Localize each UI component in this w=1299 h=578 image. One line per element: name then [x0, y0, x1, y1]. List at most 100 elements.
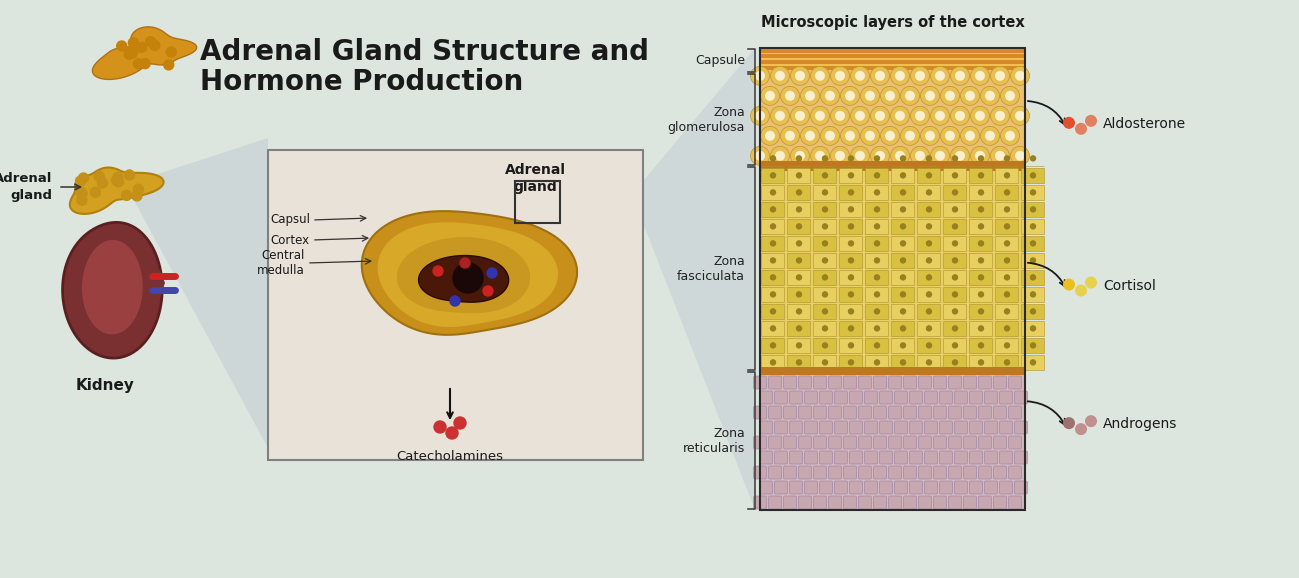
- Circle shape: [926, 190, 931, 195]
- Circle shape: [874, 292, 879, 297]
- FancyBboxPatch shape: [850, 421, 863, 434]
- Circle shape: [900, 207, 905, 212]
- Circle shape: [978, 275, 983, 280]
- Circle shape: [770, 275, 776, 280]
- Bar: [865, 220, 889, 235]
- Circle shape: [874, 224, 879, 229]
- FancyBboxPatch shape: [925, 481, 938, 494]
- Circle shape: [978, 190, 983, 195]
- FancyBboxPatch shape: [804, 391, 817, 404]
- Polygon shape: [70, 168, 164, 214]
- Polygon shape: [130, 138, 268, 448]
- Bar: [839, 202, 863, 217]
- Circle shape: [926, 207, 931, 212]
- Circle shape: [91, 187, 100, 197]
- Circle shape: [855, 111, 865, 121]
- Circle shape: [900, 241, 905, 246]
- Circle shape: [770, 343, 776, 348]
- Circle shape: [78, 173, 88, 183]
- FancyBboxPatch shape: [969, 421, 982, 434]
- Circle shape: [1011, 146, 1030, 165]
- Circle shape: [952, 309, 957, 314]
- FancyBboxPatch shape: [978, 376, 991, 389]
- FancyBboxPatch shape: [934, 436, 947, 449]
- Bar: [865, 305, 889, 320]
- FancyBboxPatch shape: [834, 451, 847, 464]
- FancyBboxPatch shape: [829, 376, 842, 389]
- FancyBboxPatch shape: [978, 466, 991, 479]
- Bar: [813, 287, 837, 302]
- Circle shape: [970, 66, 990, 86]
- Circle shape: [874, 258, 879, 263]
- Circle shape: [822, 343, 827, 348]
- Bar: [839, 355, 863, 370]
- Circle shape: [97, 178, 108, 188]
- Circle shape: [1085, 415, 1096, 427]
- Text: Zona
reticularis: Zona reticularis: [683, 427, 746, 455]
- Circle shape: [952, 292, 957, 297]
- Circle shape: [821, 86, 839, 105]
- Bar: [943, 168, 966, 183]
- FancyBboxPatch shape: [1015, 481, 1028, 494]
- Circle shape: [1005, 131, 1015, 141]
- FancyBboxPatch shape: [948, 496, 961, 509]
- Circle shape: [951, 146, 969, 165]
- Circle shape: [796, 190, 801, 195]
- FancyBboxPatch shape: [999, 451, 1012, 464]
- Circle shape: [935, 111, 944, 121]
- Circle shape: [905, 131, 914, 141]
- Polygon shape: [396, 237, 530, 313]
- Circle shape: [1000, 127, 1020, 145]
- FancyBboxPatch shape: [873, 466, 886, 479]
- FancyBboxPatch shape: [994, 376, 1007, 389]
- Circle shape: [848, 190, 853, 195]
- Circle shape: [848, 156, 853, 161]
- Bar: [787, 236, 811, 251]
- Circle shape: [1004, 190, 1009, 195]
- Circle shape: [776, 151, 785, 161]
- Bar: [943, 186, 966, 201]
- Circle shape: [822, 156, 827, 161]
- Bar: [995, 220, 1018, 235]
- Circle shape: [860, 86, 879, 105]
- Bar: [995, 287, 1018, 302]
- Circle shape: [981, 86, 999, 105]
- Bar: [760, 48, 1025, 73]
- FancyBboxPatch shape: [999, 481, 1012, 494]
- FancyBboxPatch shape: [850, 481, 863, 494]
- Circle shape: [921, 127, 939, 145]
- Circle shape: [795, 71, 805, 81]
- Circle shape: [145, 37, 156, 47]
- Bar: [995, 338, 1018, 353]
- Circle shape: [865, 131, 876, 141]
- Circle shape: [955, 71, 965, 81]
- Circle shape: [805, 91, 814, 101]
- Circle shape: [1076, 423, 1087, 435]
- Bar: [761, 220, 785, 235]
- Circle shape: [848, 258, 853, 263]
- Bar: [787, 186, 811, 201]
- FancyBboxPatch shape: [859, 466, 872, 479]
- Circle shape: [1063, 279, 1076, 291]
- Bar: [761, 271, 785, 286]
- Circle shape: [149, 40, 160, 50]
- FancyBboxPatch shape: [790, 391, 803, 404]
- FancyBboxPatch shape: [829, 496, 842, 509]
- Bar: [813, 253, 837, 268]
- Bar: [760, 372, 1025, 510]
- Text: Zona
fasciculata: Zona fasciculata: [677, 254, 746, 283]
- Circle shape: [1004, 275, 1009, 280]
- FancyBboxPatch shape: [918, 436, 931, 449]
- FancyBboxPatch shape: [909, 481, 922, 494]
- Circle shape: [796, 360, 801, 365]
- Bar: [891, 168, 914, 183]
- Circle shape: [1085, 115, 1096, 127]
- Circle shape: [840, 86, 860, 105]
- Circle shape: [855, 71, 865, 81]
- Circle shape: [874, 190, 879, 195]
- Circle shape: [881, 127, 899, 145]
- Bar: [891, 220, 914, 235]
- FancyBboxPatch shape: [994, 466, 1007, 479]
- Circle shape: [914, 111, 925, 121]
- Bar: [969, 236, 992, 251]
